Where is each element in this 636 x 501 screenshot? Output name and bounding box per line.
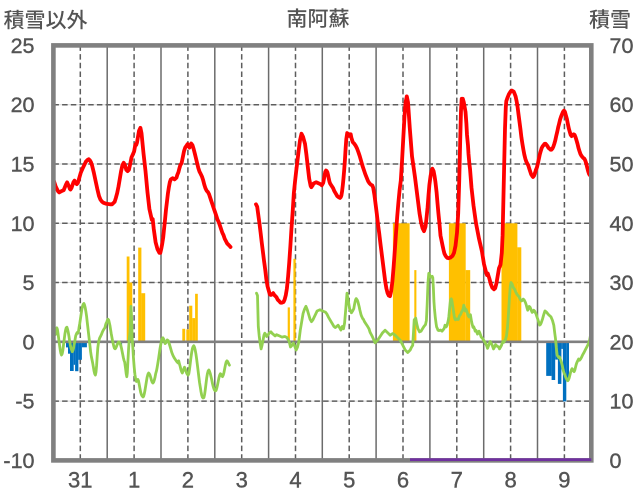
svg-text:30: 30 [610, 271, 634, 295]
svg-text:4: 4 [289, 468, 301, 493]
svg-text:31: 31 [68, 468, 92, 493]
svg-text:2: 2 [182, 468, 194, 493]
svg-text:40: 40 [610, 212, 634, 236]
svg-text:0: 0 [23, 330, 35, 354]
svg-text:20: 20 [610, 330, 634, 354]
svg-text:1: 1 [128, 468, 140, 493]
svg-text:8: 8 [504, 468, 516, 493]
svg-text:9: 9 [558, 468, 570, 493]
svg-text:5: 5 [23, 271, 35, 295]
svg-text:7: 7 [451, 468, 463, 493]
svg-text:70: 70 [610, 34, 634, 58]
svg-text:60: 60 [610, 93, 634, 117]
svg-text:10: 10 [610, 390, 634, 414]
svg-text:5: 5 [343, 468, 355, 493]
svg-text:10: 10 [11, 212, 35, 236]
svg-text:-5: -5 [15, 390, 34, 414]
svg-text:-10: -10 [3, 449, 34, 473]
svg-text:3: 3 [236, 468, 248, 493]
svg-text:6: 6 [397, 468, 409, 493]
svg-text:20: 20 [11, 93, 35, 117]
svg-text:15: 15 [11, 153, 35, 177]
svg-text:0: 0 [610, 449, 622, 473]
svg-text:50: 50 [610, 153, 634, 177]
svg-text:25: 25 [11, 34, 35, 58]
